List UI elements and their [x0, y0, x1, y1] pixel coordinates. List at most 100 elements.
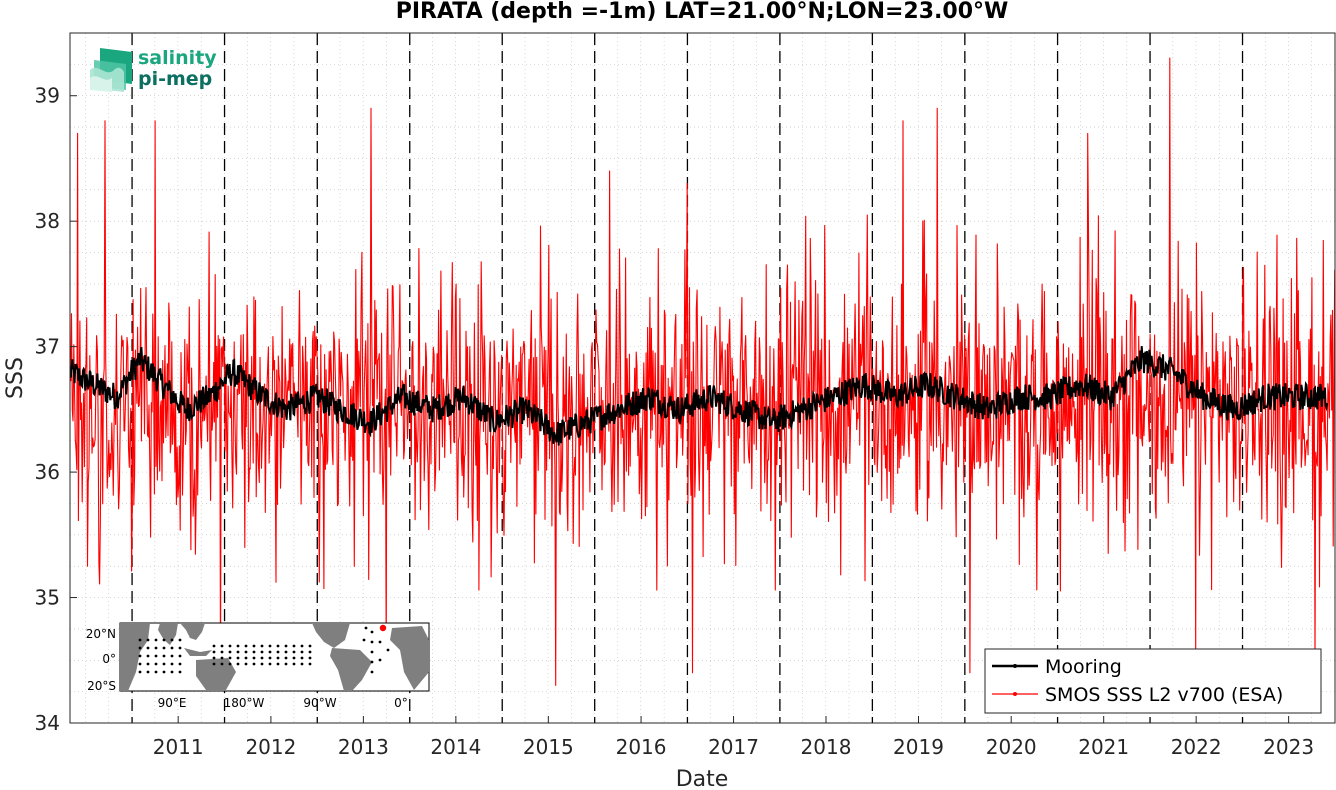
map-station	[170, 654, 174, 658]
x-tick-label: 2011	[153, 735, 204, 759]
map-station	[292, 644, 296, 648]
map-station	[162, 662, 166, 666]
x-tick-label: 2022	[1171, 735, 1222, 759]
map-station	[268, 650, 272, 654]
map-station	[236, 650, 240, 654]
map-station	[370, 670, 374, 674]
map-station	[146, 670, 150, 674]
map-station	[370, 660, 374, 664]
map-station	[146, 654, 150, 658]
map-station	[378, 658, 382, 662]
map-station	[154, 654, 158, 658]
waves-icon	[90, 48, 132, 92]
map-station	[244, 656, 248, 660]
map-station	[162, 638, 166, 642]
map-station	[284, 644, 288, 648]
map-station	[276, 662, 280, 666]
map-lat-label: 20°N	[86, 627, 116, 641]
map-station	[146, 662, 150, 666]
map-station	[236, 656, 240, 660]
legend-entry-smos: SMOS SSS L2 v700 (ESA)	[1045, 684, 1283, 706]
map-station	[154, 670, 158, 674]
map-station	[370, 630, 374, 634]
y-axis-label: SSS	[3, 357, 28, 399]
map-station	[162, 646, 166, 650]
map-station	[284, 650, 288, 654]
map-station	[252, 650, 256, 654]
legend: Mooring SMOS SSS L2 v700 (ESA)	[984, 648, 1322, 714]
map-station	[252, 644, 256, 648]
y-tick-label: 36	[35, 460, 60, 484]
map-station	[300, 656, 304, 660]
map-lat-label: 0°	[102, 652, 116, 666]
map-station	[260, 662, 264, 666]
map-station	[300, 644, 304, 648]
map-station	[220, 656, 224, 660]
map-station	[244, 644, 248, 648]
map-station	[212, 644, 216, 648]
map-station	[138, 654, 142, 658]
map-station	[146, 646, 150, 650]
map-station	[178, 638, 182, 642]
axes-frame	[69, 32, 1336, 724]
map-station	[308, 656, 312, 660]
map-station	[284, 662, 288, 666]
salinity-pimep-logo: salinity pi-mep	[90, 47, 217, 92]
map-station	[228, 644, 232, 648]
y-tick-label: 34	[35, 711, 60, 735]
y-tick-label: 37	[35, 335, 60, 359]
map-station	[212, 650, 216, 654]
map-station	[386, 648, 390, 652]
map-lon-label: 90°W	[303, 696, 336, 710]
map-station	[138, 670, 142, 674]
map-station	[252, 662, 256, 666]
x-tick-label: 2017	[708, 735, 759, 759]
inset-station-map: 20°N 0° 20°S 90°E 180°W 90°W 0°	[86, 622, 430, 710]
map-station	[178, 670, 182, 674]
map-station	[268, 644, 272, 648]
x-tick-label: 2012	[245, 735, 296, 759]
legend-marker-smos	[1013, 692, 1017, 696]
map-station	[228, 650, 232, 654]
y-tick-label: 39	[35, 84, 60, 108]
map-station	[154, 662, 158, 666]
x-tick-label: 2019	[893, 735, 944, 759]
map-station	[300, 662, 304, 666]
x-tick-label: 2016	[616, 735, 667, 759]
map-station	[292, 656, 296, 660]
map-station	[228, 656, 232, 660]
y-tick-label: 35	[35, 586, 60, 610]
map-lon-label: 180°W	[224, 696, 265, 710]
map-station	[370, 640, 374, 644]
map-station	[162, 654, 166, 658]
map-station	[276, 644, 280, 648]
map-station	[300, 650, 304, 654]
map-station	[212, 656, 216, 660]
map-station	[170, 670, 174, 674]
map-station	[268, 656, 272, 660]
map-station	[220, 650, 224, 654]
map-station	[138, 662, 142, 666]
map-land	[120, 623, 429, 691]
chart-title: PIRATA (depth =-1m) LAT=21.00°N;LON=23.0…	[396, 0, 1009, 24]
map-station	[308, 662, 312, 666]
map-stations	[138, 626, 390, 674]
series-line-mooring	[70, 346, 1329, 446]
x-tick-label: 2023	[1263, 735, 1314, 759]
map-station	[154, 646, 158, 650]
map-station	[260, 656, 264, 660]
map-station	[292, 650, 296, 654]
map-station	[138, 646, 142, 650]
map-station	[308, 650, 312, 654]
map-station	[370, 650, 374, 654]
map-station	[178, 662, 182, 666]
map-station	[236, 644, 240, 648]
map-station	[244, 662, 248, 666]
map-lat-label: 20°S	[87, 679, 116, 693]
x-tick-label: 2021	[1078, 735, 1129, 759]
map-station	[170, 662, 174, 666]
map-station	[170, 638, 174, 642]
x-tick-label: 2014	[430, 735, 481, 759]
y-axis-ticks: 34 35 36 37 38 39	[35, 84, 77, 735]
